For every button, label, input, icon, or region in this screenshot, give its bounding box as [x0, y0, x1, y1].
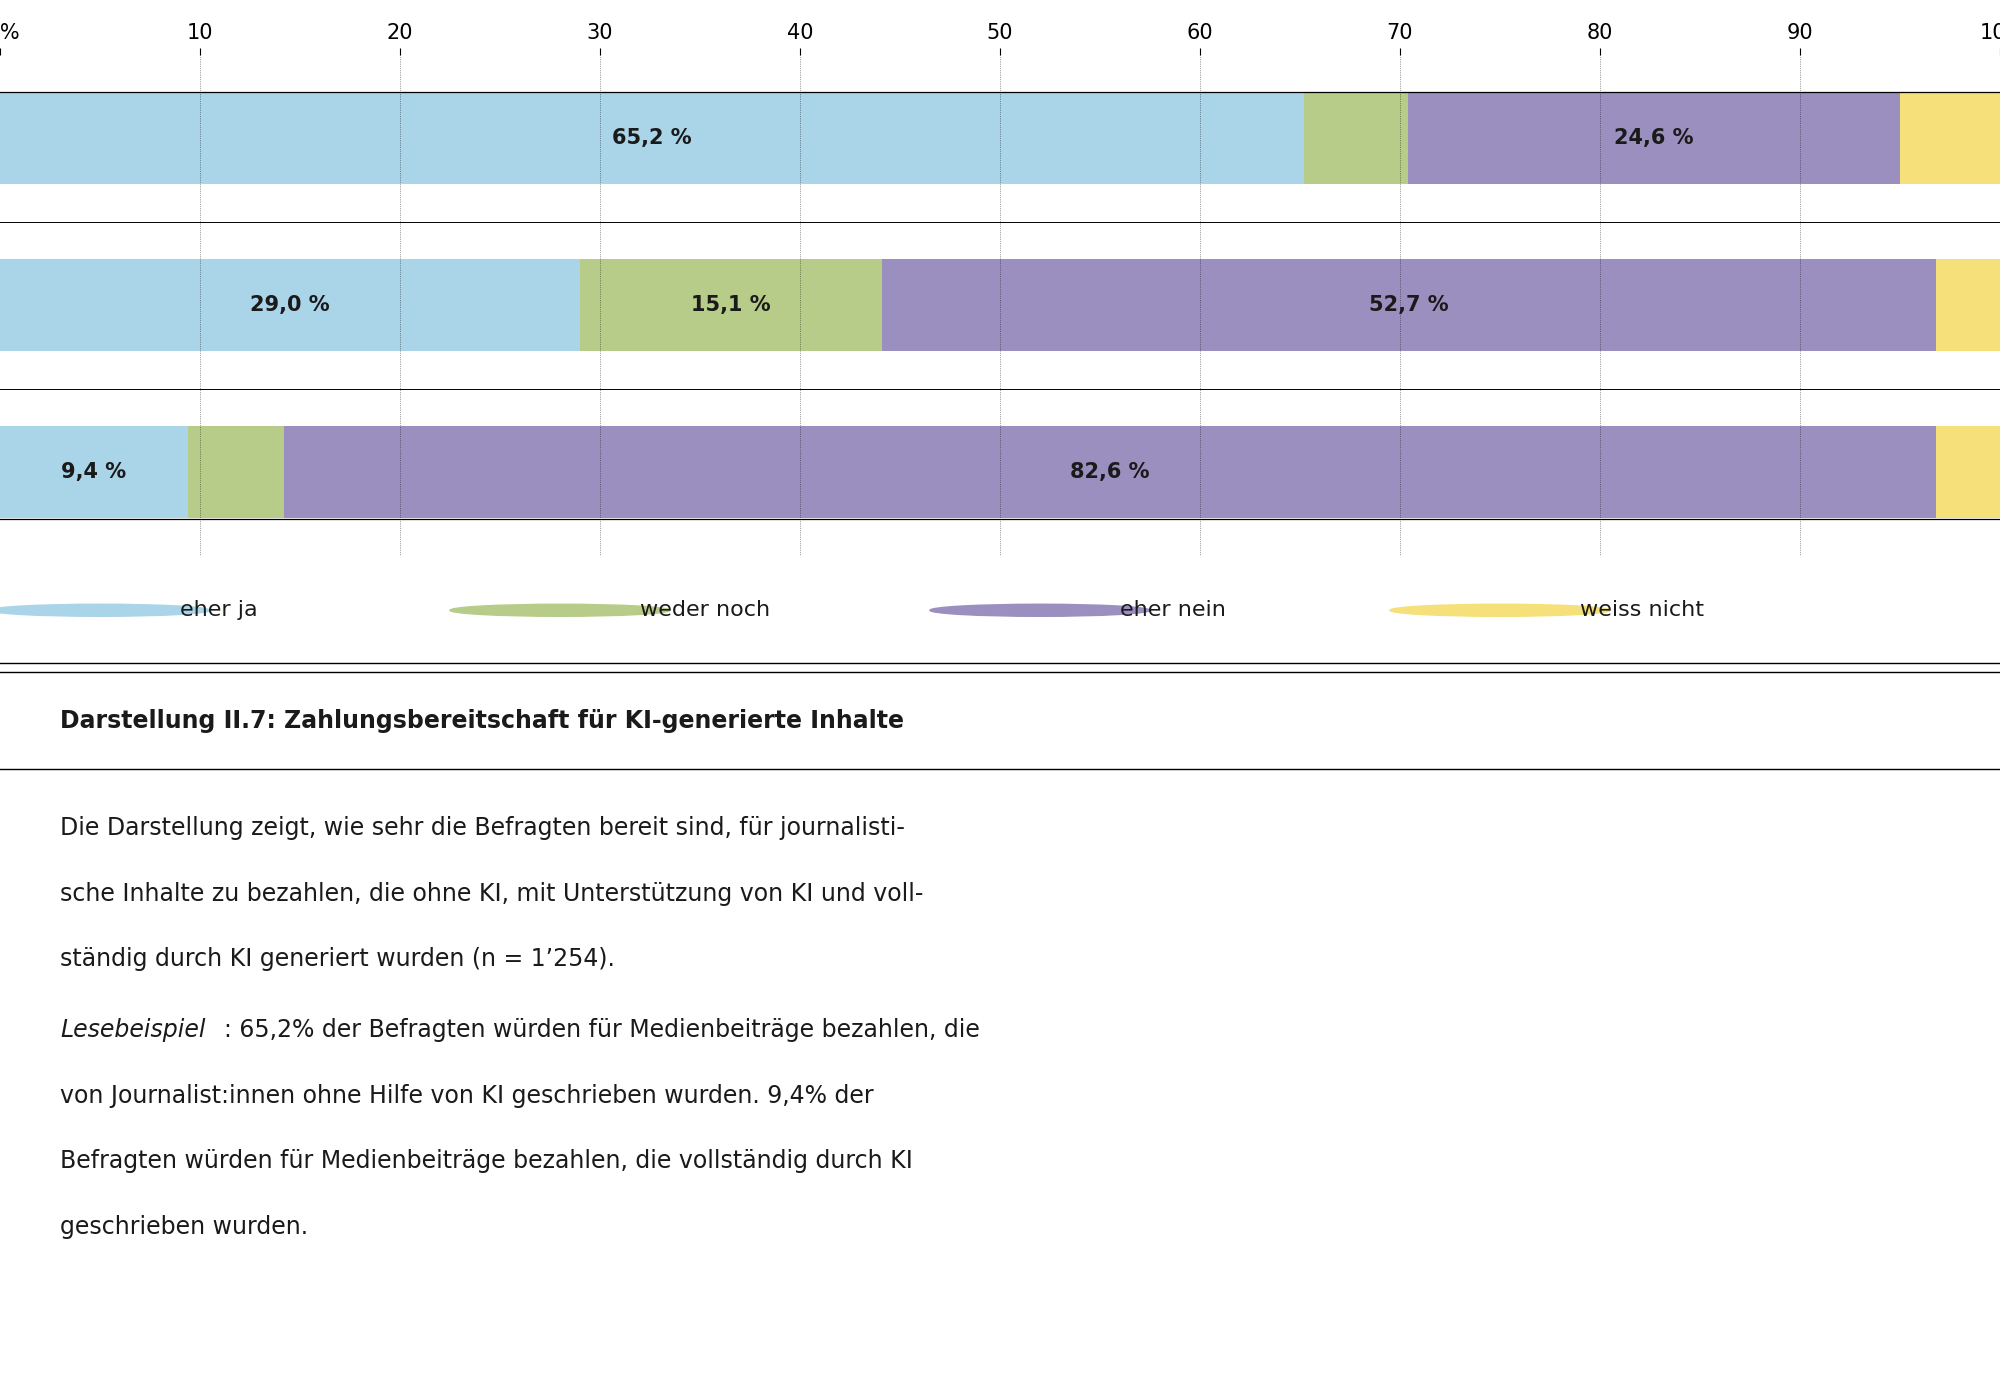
Text: 65,2 %: 65,2 %: [612, 128, 692, 148]
Text: 15,1 %: 15,1 %: [692, 295, 770, 316]
Text: weiss nicht: weiss nicht: [1580, 600, 1704, 621]
Bar: [1304, 92, 1408, 184]
Bar: [0, 426, 188, 518]
Bar: [1408, 92, 1900, 184]
Bar: [1936, 259, 2000, 351]
Text: 29,0 %: 29,0 %: [250, 295, 330, 316]
Bar: [580, 259, 882, 351]
Text: Lesebeispiel: Lesebeispiel: [60, 1019, 206, 1042]
Text: weder noch: weder noch: [640, 600, 770, 621]
Circle shape: [930, 604, 1150, 616]
Bar: [284, 426, 1936, 518]
Text: 82,6 %: 82,6 %: [1070, 463, 1150, 482]
Text: sche Inhalte zu bezahlen, die ohne KI, mit Unterstützung von KI und voll-: sche Inhalte zu bezahlen, die ohne KI, m…: [60, 881, 924, 906]
Text: Darstellung II.7: Zahlungsbereitschaft für KI-generierte Inhalte: Darstellung II.7: Zahlungsbereitschaft f…: [60, 708, 904, 733]
Text: von Journalist:innen ohne Hilfe von KI geschrieben wurden. 9,4% der: von Journalist:innen ohne Hilfe von KI g…: [60, 1083, 874, 1108]
Bar: [1900, 92, 2000, 184]
Bar: [0, 259, 580, 351]
Text: 52,7 %: 52,7 %: [1370, 295, 1448, 316]
Text: Befragten würden für Medienbeiträge bezahlen, die vollständig durch KI: Befragten würden für Medienbeiträge beza…: [60, 1149, 912, 1174]
Text: eher ja: eher ja: [180, 600, 258, 621]
Bar: [188, 426, 284, 518]
Text: : 65,2% der Befragten würden für Medienbeiträge bezahlen, die: : 65,2% der Befragten würden für Medienb…: [224, 1019, 980, 1042]
Bar: [1936, 426, 2000, 518]
Circle shape: [0, 604, 210, 616]
Text: 9,4 %: 9,4 %: [62, 463, 126, 482]
Text: ständig durch KI generiert wurden (n = 1’254).: ständig durch KI generiert wurden (n = 1…: [60, 947, 614, 971]
Text: Die Darstellung zeigt, wie sehr die Befragten bereit sind, für journalisti-: Die Darstellung zeigt, wie sehr die Befr…: [60, 817, 904, 840]
Bar: [0, 92, 1304, 184]
Bar: [882, 259, 1936, 351]
Circle shape: [1390, 604, 1610, 616]
Text: 24,6 %: 24,6 %: [1614, 128, 1694, 148]
Circle shape: [450, 604, 670, 616]
Text: eher nein: eher nein: [1120, 600, 1226, 621]
Text: geschrieben wurden.: geschrieben wurden.: [60, 1215, 308, 1238]
